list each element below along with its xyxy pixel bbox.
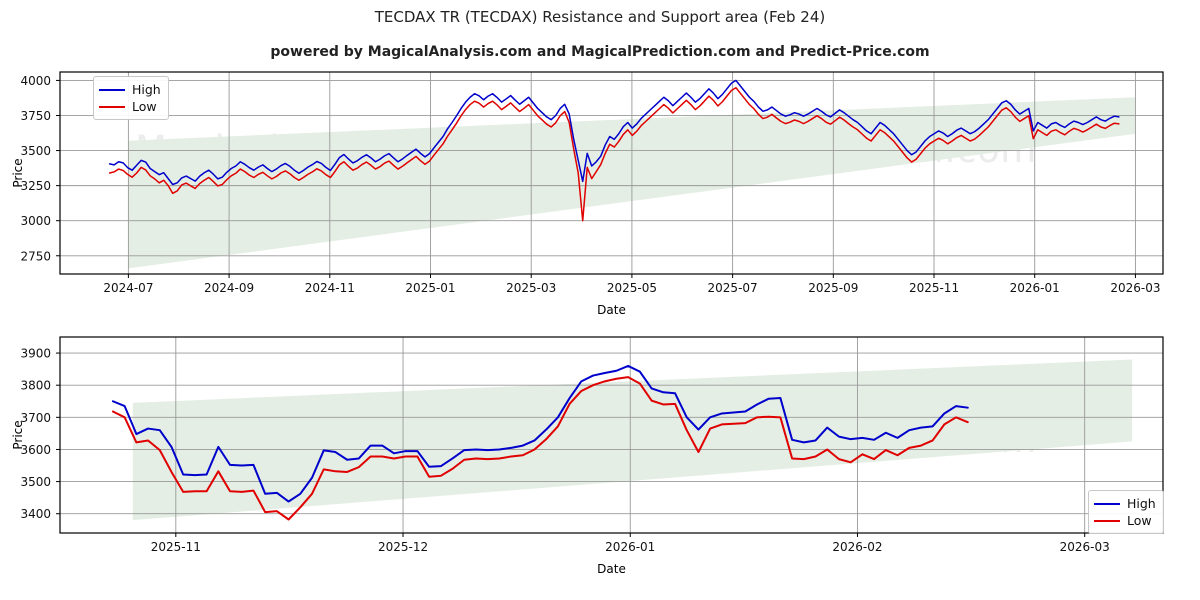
- y-axis-tick-label: 3250: [20, 179, 51, 193]
- legend-label-high: High: [132, 82, 161, 97]
- overview-plot: 2750 3000 3250 3500 3750 4000 2024-07 2024-09 20…: [11, 71, 1164, 317]
- y-axis-tick-label: 2750: [20, 249, 51, 263]
- legend-swatch-low: [1094, 519, 1120, 522]
- resistance-support-band: [132, 359, 1133, 521]
- x-axis-tick-label: 2025-12: [378, 540, 428, 554]
- y-axis-tick-label: 3500: [20, 144, 51, 158]
- x-axis-tick-label: 2024-07: [103, 281, 153, 295]
- x-axis-title: Date: [597, 303, 626, 317]
- y-axis-tick-label: 3900: [20, 347, 51, 361]
- x-axis-tick-label: 2025-11: [151, 540, 201, 554]
- x-axis-tick-label: 2025-01: [405, 281, 455, 295]
- y-axis-tick-label: 3400: [20, 507, 51, 521]
- overview-legend[interactable]: High Low: [93, 76, 169, 120]
- legend-swatch-high: [1094, 502, 1120, 505]
- zoom-plot: 3400 3500 3600 3700 3800 3900 2025-11 2025-12 20…: [11, 336, 1164, 576]
- x-axis-tick-label: 2025-07: [708, 281, 758, 295]
- y-axis-tick-label: 3800: [20, 379, 51, 393]
- x-axis-tick-label: 2025-11: [909, 281, 959, 295]
- x-axis-tick-label: 2025-03: [506, 281, 556, 295]
- legend-label-low: Low: [132, 99, 157, 114]
- series-line-low: [111, 376, 969, 521]
- y-axis-tick-label: 3500: [20, 475, 51, 489]
- page-subtitle: powered by MagicalAnalysis.com and Magic…: [270, 44, 930, 60]
- x-axis-tick-label: 2025-09: [808, 281, 858, 295]
- x-axis-tick-label: 2024-11: [305, 281, 355, 295]
- x-axis-tick-label: 2026-03: [1060, 540, 1110, 554]
- x-axis-tick-label: 2025-05: [607, 281, 657, 295]
- legend-row-high: High: [1094, 495, 1156, 512]
- plot-frame: [59, 71, 1164, 275]
- y-axis-tick-label: 3000: [20, 214, 51, 228]
- series-line-high: [111, 364, 969, 503]
- x-axis-tick-label: 2026-01: [605, 540, 655, 554]
- zoom-chart-panel: 3400 3500 3600 3700 3800 3900 2025-11 2025-12 20…: [0, 325, 1200, 595]
- y-axis-tick-label: 3700: [20, 411, 51, 425]
- legend-row-high: High: [99, 81, 161, 98]
- zoom-legend[interactable]: High Low: [1088, 490, 1164, 534]
- x-axis-tick-label: 2024-09: [204, 281, 254, 295]
- legend-label-high: High: [1127, 496, 1156, 511]
- x-axis-title: Date: [597, 562, 626, 576]
- x-axis-tick-label: 2026-03: [1110, 281, 1160, 295]
- series-line-low: [108, 86, 1120, 222]
- series-line-high: [108, 79, 1120, 186]
- page-title: TECDAX TR (TECDAX) Resistance and Suppor…: [374, 8, 826, 26]
- y-axis-title: Price: [11, 420, 25, 449]
- legend-row-low: Low: [99, 98, 161, 115]
- x-axis-tick-label: 2026-02: [832, 540, 882, 554]
- legend-row-low: Low: [1094, 512, 1156, 529]
- x-axis-tick-label: 2026-01: [1010, 281, 1060, 295]
- overview-chart-panel: 2750 3000 3250 3500 3750 4000 2024-07 2024-09 20…: [0, 60, 1200, 325]
- y-axis-title: Price: [11, 158, 25, 187]
- y-axis-tick-label: 3600: [20, 443, 51, 457]
- plot-frame: [59, 336, 1164, 534]
- legend-swatch-high: [99, 88, 125, 91]
- y-axis-tick-label: 4000: [20, 74, 51, 88]
- legend-swatch-low: [99, 105, 125, 108]
- y-axis-tick-label: 3750: [20, 109, 51, 123]
- legend-label-low: Low: [1127, 513, 1152, 528]
